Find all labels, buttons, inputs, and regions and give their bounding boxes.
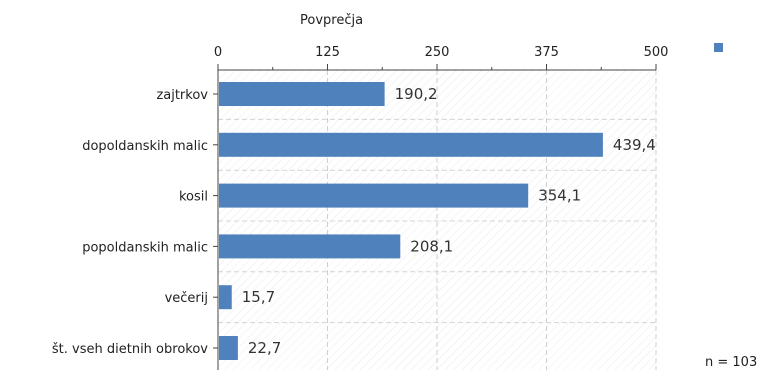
- category-label: popoldanskih malic: [82, 240, 208, 255]
- x-tick-label: 125: [315, 45, 340, 60]
- sample-size-note: n = 103: [705, 355, 757, 370]
- data-label: 354,1: [538, 187, 581, 205]
- bar: [219, 82, 385, 106]
- data-label: 22,7: [248, 339, 281, 357]
- category-label: zajtrkov: [156, 88, 208, 103]
- bar: [219, 336, 238, 360]
- x-tick-label: 500: [644, 45, 669, 60]
- data-label: 15,7: [242, 288, 275, 306]
- data-label: 439,4: [613, 136, 656, 154]
- category-label: kosil: [179, 190, 208, 205]
- data-label: 190,2: [395, 85, 438, 103]
- x-tick-label: 0: [214, 45, 222, 60]
- bar: [219, 132, 603, 157]
- grid: [213, 64, 657, 370]
- bar: [219, 285, 232, 310]
- data-label: 208,1: [410, 237, 453, 255]
- bar: [219, 234, 401, 259]
- bar: [219, 183, 529, 208]
- bars: [219, 82, 603, 360]
- category-label: št. vseh dietnih obrokov: [52, 342, 208, 357]
- labels: 0 125 250 375 500 zajtrkov 190,2 dopoldanskih m…: [52, 45, 669, 357]
- legend-swatch: [714, 43, 723, 52]
- axis-title: Povprečja: [300, 13, 363, 28]
- category-label: večerij: [165, 291, 208, 306]
- x-tick-label: 250: [425, 45, 450, 60]
- category-label: dopoldanskih malic: [82, 139, 208, 154]
- x-tick-label: 375: [534, 45, 559, 60]
